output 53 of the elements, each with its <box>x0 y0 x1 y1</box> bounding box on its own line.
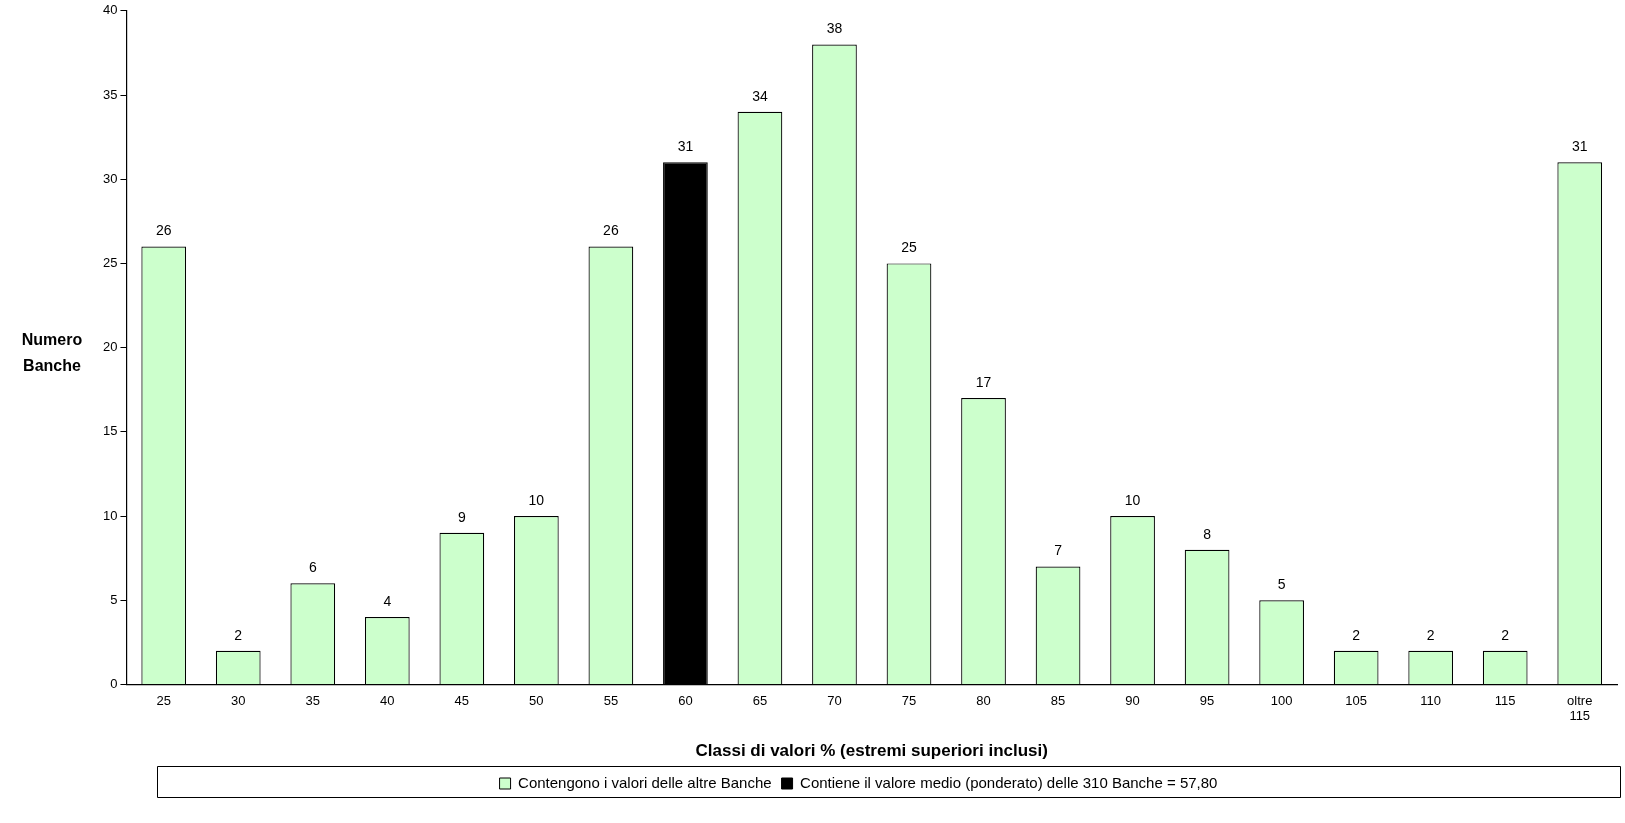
y-tick-label: 20 <box>102 339 118 355</box>
x-tick-label: 70 <box>827 692 842 708</box>
data-label: 31 <box>1571 138 1588 155</box>
x-tick-label: 80 <box>976 692 991 708</box>
data-label: 38 <box>826 20 843 37</box>
data-label: 2 <box>1501 626 1510 643</box>
legend-label: Contiene il valore medio (ponderato) delle 310 Banche = 57,80 <box>800 773 1218 791</box>
data-label: 8 <box>1203 525 1212 542</box>
x-tick-label: 115 <box>1494 692 1516 708</box>
data-label: 2 <box>234 626 243 643</box>
x-tick-label: 90 <box>1125 692 1140 708</box>
y-tick-label: 40 <box>102 2 118 18</box>
data-label: 7 <box>1054 542 1063 559</box>
x-tick-label: 35 <box>305 692 321 708</box>
y-tick-label: 10 <box>102 507 118 523</box>
x-tick-label: 110 <box>1420 692 1442 708</box>
y-tick-label: 0 <box>110 675 118 691</box>
data-label: 34 <box>752 87 768 104</box>
x-axis-title: Classi di valori % (estremi superiori inclusi) <box>695 741 1048 761</box>
data-label: 10 <box>1124 491 1141 508</box>
data-label: 5 <box>1277 576 1286 593</box>
x-tick-label: 100 <box>1270 692 1293 708</box>
x-tick-label: 25 <box>156 692 171 708</box>
x-tick-label: 75 <box>901 692 917 708</box>
data-label: 4 <box>383 592 392 609</box>
x-tick-label: oltre 115 <box>1567 692 1593 724</box>
x-tick-label: 85 <box>1050 692 1066 708</box>
y-tick-label: 5 <box>110 591 118 607</box>
x-tick-label: 65 <box>752 692 768 708</box>
x-tick-label: 45 <box>454 692 470 708</box>
y-tick-label: 35 <box>102 86 118 102</box>
data-label: 6 <box>308 559 317 576</box>
data-label: 9 <box>457 508 466 525</box>
x-tick-label: 40 <box>380 692 395 708</box>
x-tick-label: 105 <box>1345 692 1368 708</box>
y-tick-label: 25 <box>102 254 118 270</box>
data-label: 31 <box>677 138 694 155</box>
x-tick-label: 95 <box>1199 692 1215 708</box>
data-label: 26 <box>155 222 172 239</box>
x-tick-label: 55 <box>603 692 619 708</box>
x-tick-label: 30 <box>231 692 246 708</box>
data-label: 17 <box>975 373 992 390</box>
y-tick-label: 30 <box>102 170 118 186</box>
legend-label: Contengono i valori delle altre Banche <box>518 773 772 791</box>
x-tick-label: 50 <box>529 692 544 708</box>
y-tick-label: 15 <box>102 423 118 439</box>
data-label: 2 <box>1352 626 1361 643</box>
data-label: 10 <box>528 491 545 508</box>
data-label: 26 <box>603 222 619 239</box>
x-tick-label: 60 <box>678 692 693 708</box>
data-label: 2 <box>1426 626 1435 643</box>
data-label: 25 <box>901 239 917 256</box>
y-axis-title: Numero Banche <box>21 331 83 375</box>
